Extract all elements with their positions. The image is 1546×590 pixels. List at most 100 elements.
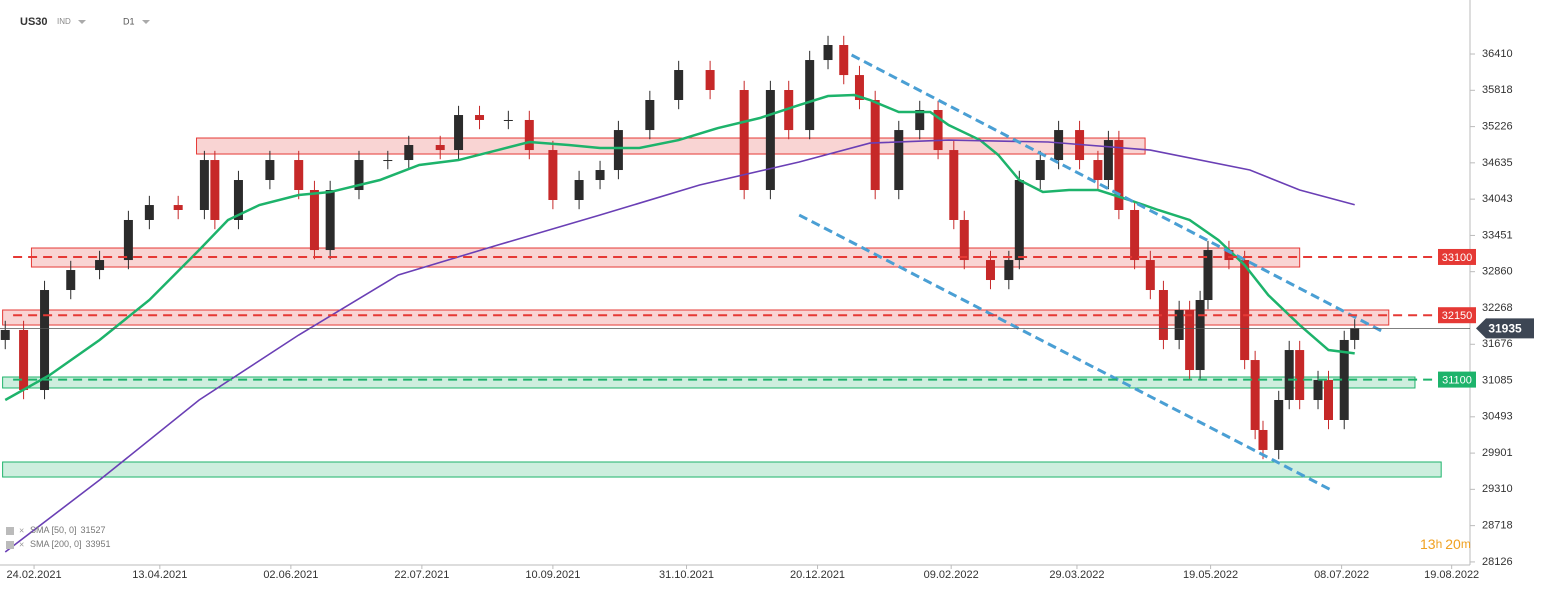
x-tick-label: 29.03.2022	[1049, 569, 1104, 581]
candle-body	[739, 90, 749, 191]
y-tick-label: 29310	[1482, 483, 1513, 495]
candle-body	[1158, 290, 1168, 340]
candle-body	[548, 150, 558, 201]
candle-body	[1313, 380, 1323, 401]
candle-body	[354, 160, 364, 191]
legend-name: SMA [200, 0]	[30, 539, 82, 549]
sma-line	[4, 139, 1355, 553]
candle-body	[915, 109, 925, 131]
candle-body	[1114, 140, 1124, 210]
candle-body	[454, 115, 464, 151]
timer-hours-value: 13	[1420, 536, 1436, 552]
interval[interactable]: D1	[123, 16, 135, 26]
candle-body	[173, 205, 183, 210]
candle-body	[705, 70, 715, 91]
x-tick-label: 09.02.2022	[924, 569, 979, 581]
y-tick-label: 31085	[1482, 374, 1513, 386]
timer-hours: 13h 20m	[1420, 536, 1471, 552]
candle-body	[1130, 209, 1140, 261]
candle-body	[674, 70, 684, 101]
symbol[interactable]: US30	[20, 16, 48, 28]
zone	[2, 461, 1442, 478]
level-label: 31100	[1442, 374, 1472, 386]
candle-body	[144, 205, 154, 220]
candle-body	[1224, 250, 1234, 261]
candle-body	[1258, 429, 1268, 450]
y-tick-label: 35226	[1482, 121, 1513, 133]
candle-body	[325, 190, 335, 251]
level-label: 33100	[1442, 252, 1473, 264]
candle-body	[503, 119, 513, 121]
legend-value: 31527	[81, 525, 106, 535]
candle-body	[1203, 250, 1213, 301]
x-tick-label: 08.07.2022	[1314, 569, 1369, 581]
market: IND	[57, 17, 71, 26]
timer-minutes: 20	[1445, 536, 1461, 552]
x-tick-label: 22.07.2021	[394, 569, 449, 581]
candle-body	[1004, 260, 1014, 281]
candle-body	[894, 130, 904, 191]
candle-body	[1195, 300, 1205, 371]
candle-body	[574, 180, 584, 201]
y-tick-label: 32860	[1482, 266, 1513, 278]
x-tick-label: 24.02.2021	[7, 569, 62, 581]
trendline	[850, 53, 1385, 334]
x-tick-label: 13.04.2021	[132, 569, 187, 581]
candle-body	[765, 90, 775, 191]
candle-body	[1274, 400, 1284, 450]
candle-body	[1324, 380, 1334, 420]
x-tick-label: 19.05.2022	[1183, 569, 1238, 581]
candle-body	[1103, 140, 1113, 181]
candle-body	[1250, 360, 1260, 430]
x-tick-label: 20.12.2021	[790, 569, 845, 581]
candle-body	[1284, 350, 1294, 401]
legend-name: SMA [50, 0]	[30, 525, 77, 535]
candle-body	[933, 109, 943, 151]
y-tick-label: 32268	[1482, 302, 1513, 314]
y-tick-label: 29901	[1482, 447, 1513, 459]
candle-body	[309, 190, 319, 251]
legend-entry: SMA [200, 0] 33951	[30, 539, 111, 549]
candle-body	[805, 60, 815, 131]
x-tick-label: 19.08.2022	[1424, 569, 1479, 581]
candle-body	[613, 130, 623, 171]
candle-body	[1295, 350, 1305, 401]
candle-body	[1350, 328, 1360, 340]
trendline	[798, 213, 1332, 492]
candle-body	[1093, 160, 1103, 181]
level-label-box	[1438, 307, 1476, 324]
timer: 13h 20m	[1420, 536, 1471, 552]
timer-h: h	[1436, 537, 1443, 551]
zone	[2, 376, 1416, 389]
y-tick-label: 30493	[1482, 411, 1513, 423]
level-label: 32150	[1442, 310, 1473, 322]
candle-body	[199, 160, 209, 210]
candle-body	[0, 329, 10, 340]
dropdown-icon[interactable]	[78, 20, 86, 24]
candle-body	[823, 45, 833, 61]
legend-icon	[6, 527, 14, 535]
x-tick-label: 10.09.2021	[525, 569, 580, 581]
candle-body	[1145, 260, 1155, 291]
y-tick-label: 35818	[1482, 84, 1513, 96]
level-label-box	[1438, 371, 1476, 388]
candle-body	[475, 115, 485, 120]
candle-body	[854, 75, 864, 101]
legend-value: 33951	[86, 539, 111, 549]
legend-close[interactable]: ×	[19, 539, 24, 549]
current-price-label: 31935	[1488, 322, 1522, 336]
candle-body	[19, 329, 29, 391]
current-price-box	[1476, 318, 1534, 339]
y-tick-label: 28126	[1482, 556, 1513, 568]
dropdown-icon[interactable]	[142, 20, 150, 24]
candle-body	[949, 150, 959, 220]
candle-body	[233, 180, 243, 220]
candle-body	[1240, 260, 1250, 361]
legend-close[interactable]: ×	[19, 525, 24, 535]
candle-body	[265, 160, 275, 181]
timer-m: m	[1461, 537, 1471, 551]
candle-body	[435, 145, 445, 151]
candle-body	[1339, 339, 1349, 420]
candle-body	[595, 170, 605, 181]
y-tick-label: 28718	[1482, 520, 1513, 532]
